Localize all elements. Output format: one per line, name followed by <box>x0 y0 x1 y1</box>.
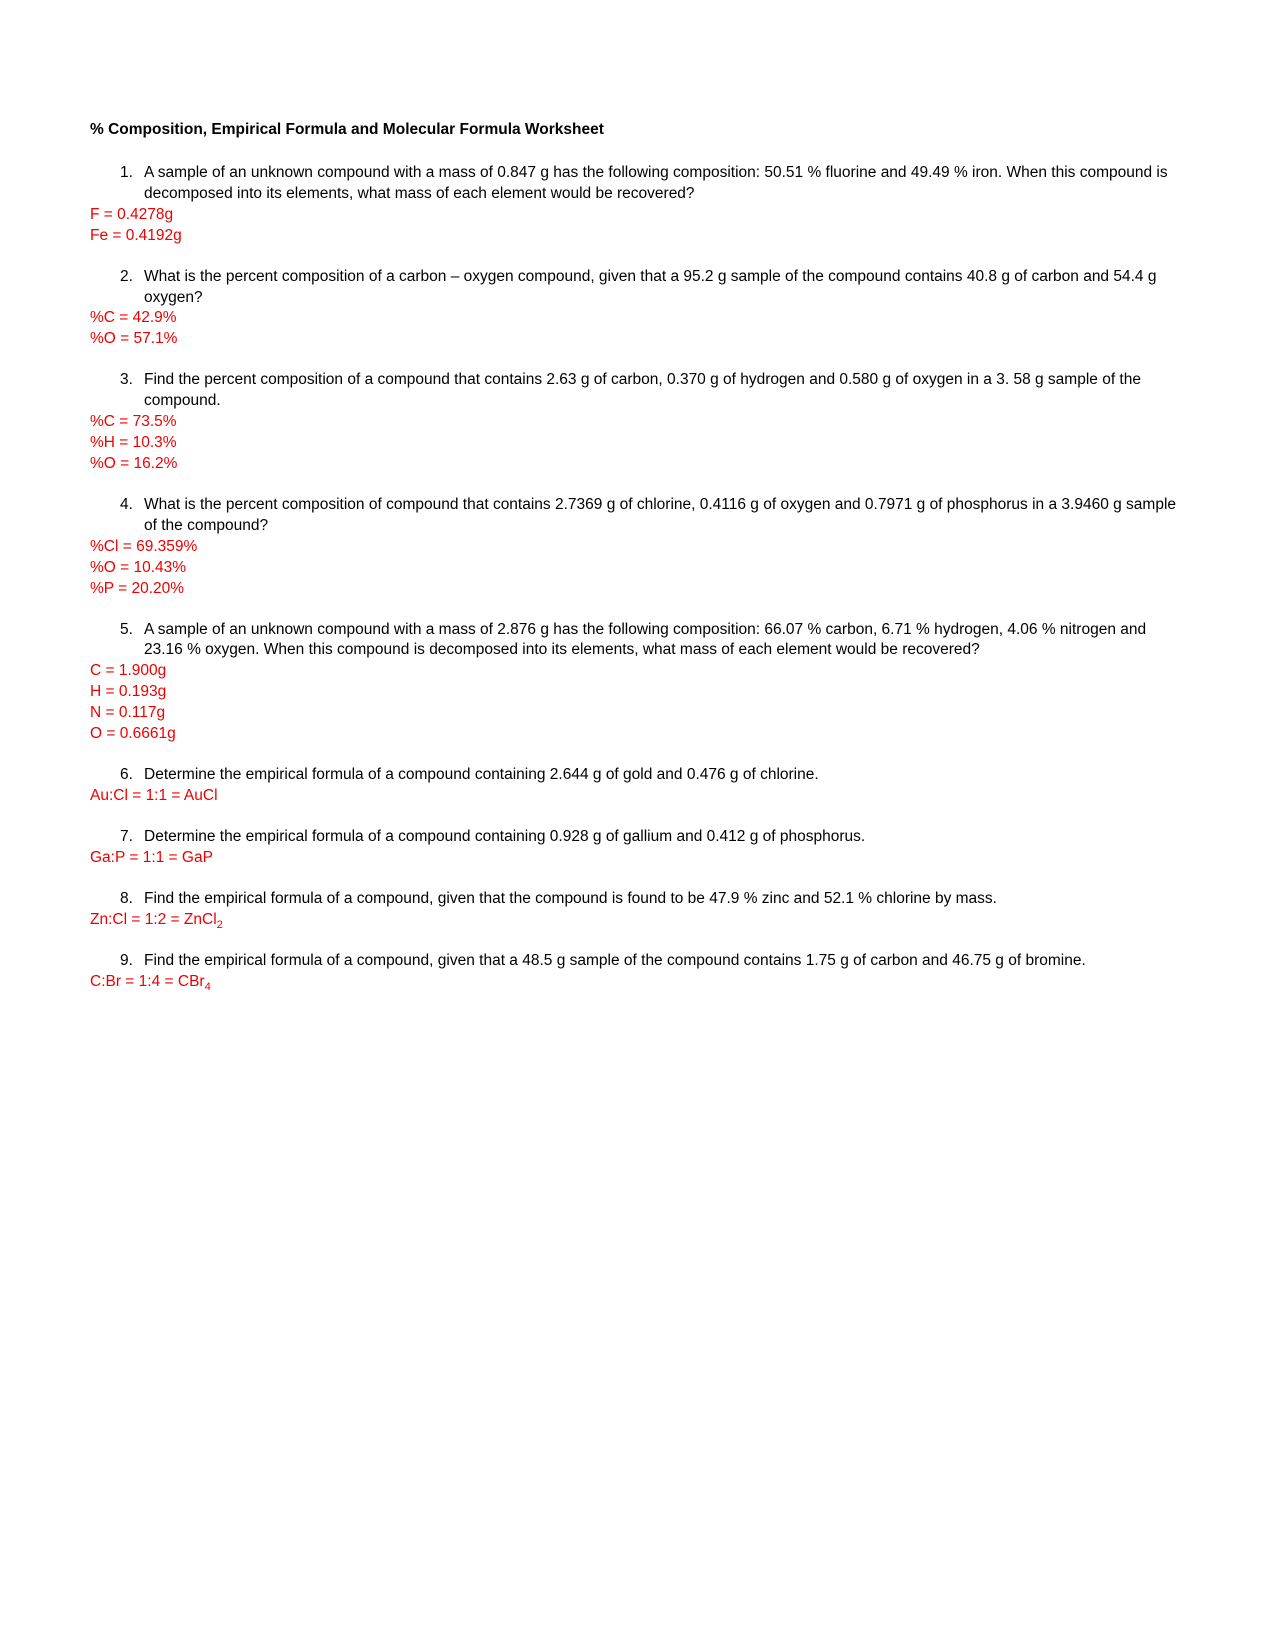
question-row: 2.What is the percent composition of a c… <box>90 267 1185 309</box>
answer-block: C:Br = 1:4 = CBr4 <box>90 972 1185 993</box>
subscript: 4 <box>205 981 211 993</box>
problem-block: 7.Determine the empirical formula of a c… <box>90 827 1185 869</box>
question-text: Determine the empirical formula of a com… <box>144 765 1185 786</box>
problem-block: 3.Find the percent composition of a comp… <box>90 370 1185 475</box>
question-row: 3.Find the percent composition of a comp… <box>90 370 1185 412</box>
question-text: Find the empirical formula of a compound… <box>144 889 1185 910</box>
question-row: 5.A sample of an unknown compound with a… <box>90 620 1185 662</box>
answer-line: %C = 42.9% <box>90 308 1185 329</box>
question-text: What is the percent composition of a car… <box>144 267 1185 309</box>
question-number: 4. <box>120 495 144 516</box>
question-row: 7.Determine the empirical formula of a c… <box>90 827 1185 848</box>
answer-block: Zn:Cl = 1:2 = ZnCl2 <box>90 910 1185 931</box>
answer-line: C:Br = 1:4 = CBr4 <box>90 972 1185 993</box>
answer-line: C = 1.900g <box>90 661 1185 682</box>
question-text: A sample of an unknown compound with a m… <box>144 163 1185 205</box>
answer-line: N = 0.117g <box>90 703 1185 724</box>
answer-line: %H = 10.3% <box>90 433 1185 454</box>
answer-line: %P = 20.20% <box>90 579 1185 600</box>
answer-line: %Cl = 69.359% <box>90 537 1185 558</box>
answer-block: %Cl = 69.359%%O = 10.43%%P = 20.20% <box>90 537 1185 600</box>
subscript: 2 <box>217 919 223 931</box>
question-text: Determine the empirical formula of a com… <box>144 827 1185 848</box>
answer-block: %C = 42.9%%O = 57.1% <box>90 308 1185 350</box>
answer-line: %C = 73.5% <box>90 412 1185 433</box>
question-number: 6. <box>120 765 144 786</box>
answer-line: Zn:Cl = 1:2 = ZnCl2 <box>90 910 1185 931</box>
problem-block: 2.What is the percent composition of a c… <box>90 267 1185 351</box>
question-number: 7. <box>120 827 144 848</box>
question-row: 9.Find the empirical formula of a compou… <box>90 951 1185 972</box>
answer-line: %O = 16.2% <box>90 454 1185 475</box>
question-row: 6.Determine the empirical formula of a c… <box>90 765 1185 786</box>
answer-block: C = 1.900gH = 0.193gN = 0.117gO = 0.6661… <box>90 661 1185 745</box>
answer-text: C:Br = 1:4 = CBr <box>90 973 205 990</box>
answer-line: %O = 10.43% <box>90 558 1185 579</box>
problem-block: 4.What is the percent composition of com… <box>90 495 1185 600</box>
question-text: Find the percent composition of a compou… <box>144 370 1185 412</box>
question-number: 9. <box>120 951 144 972</box>
question-text: A sample of an unknown compound with a m… <box>144 620 1185 662</box>
problem-block: 6.Determine the empirical formula of a c… <box>90 765 1185 807</box>
question-row: 1.A sample of an unknown compound with a… <box>90 163 1185 205</box>
answer-block: Ga:P = 1:1 = GaP <box>90 848 1185 869</box>
answer-line: H = 0.193g <box>90 682 1185 703</box>
question-text: Find the empirical formula of a compound… <box>144 951 1185 972</box>
question-number: 2. <box>120 267 144 288</box>
answer-line: F = 0.4278g <box>90 205 1185 226</box>
question-row: 8.Find the empirical formula of a compou… <box>90 889 1185 910</box>
answer-line: Au:Cl = 1:1 = AuCl <box>90 786 1185 807</box>
question-text: What is the percent composition of compo… <box>144 495 1185 537</box>
answer-block: Au:Cl = 1:1 = AuCl <box>90 786 1185 807</box>
answer-line: %O = 57.1% <box>90 329 1185 350</box>
answer-text: Zn:Cl = 1:2 = ZnCl <box>90 911 217 928</box>
problem-block: 9.Find the empirical formula of a compou… <box>90 951 1185 993</box>
problem-block: 1.A sample of an unknown compound with a… <box>90 163 1185 247</box>
question-number: 1. <box>120 163 144 184</box>
worksheet-title: % Composition, Empirical Formula and Mol… <box>90 120 1185 141</box>
question-number: 3. <box>120 370 144 391</box>
answer-block: F = 0.4278gFe = 0.4192g <box>90 205 1185 247</box>
answer-block: %C = 73.5%%H = 10.3%%O = 16.2% <box>90 412 1185 475</box>
problem-block: 5.A sample of an unknown compound with a… <box>90 620 1185 746</box>
answer-line: Ga:P = 1:1 = GaP <box>90 848 1185 869</box>
question-number: 8. <box>120 889 144 910</box>
question-number: 5. <box>120 620 144 641</box>
answer-line: Fe = 0.4192g <box>90 226 1185 247</box>
problem-block: 8.Find the empirical formula of a compou… <box>90 889 1185 931</box>
question-row: 4.What is the percent composition of com… <box>90 495 1185 537</box>
answer-line: O = 0.6661g <box>90 724 1185 745</box>
problems-list: 1.A sample of an unknown compound with a… <box>90 163 1185 993</box>
